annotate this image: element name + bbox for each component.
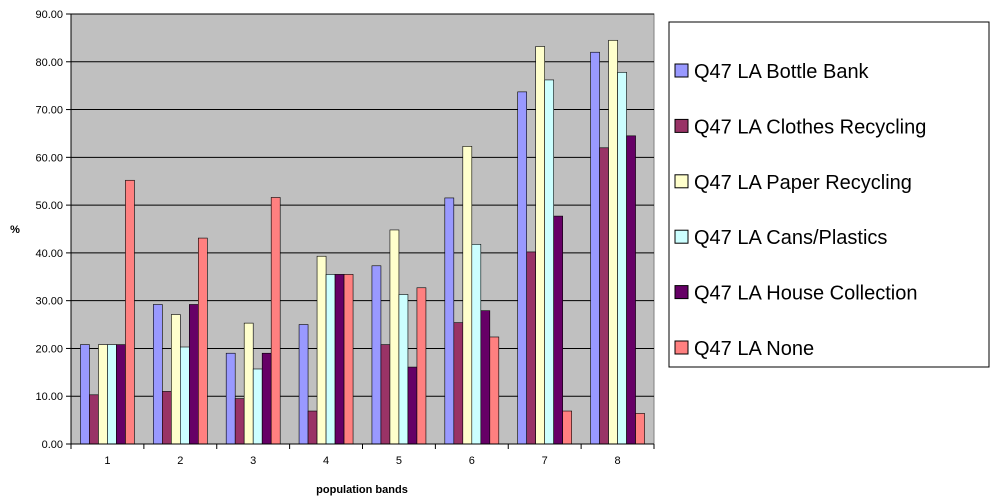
legend-label: Q47 LA Paper Recycling — [694, 172, 912, 194]
y-tick-label: 30.00 — [35, 296, 63, 308]
bar — [98, 344, 108, 445]
legend-box — [668, 21, 990, 368]
bar — [234, 398, 245, 445]
legend-swatch — [674, 340, 689, 355]
legend-swatch — [674, 63, 689, 78]
y-tick-label: 50.00 — [35, 200, 63, 212]
x-tick-label: 8 — [615, 455, 621, 467]
bar — [380, 344, 391, 445]
bar — [398, 294, 409, 445]
bar — [171, 314, 181, 445]
bar — [180, 346, 190, 445]
legend-swatch — [674, 229, 689, 244]
bar — [189, 304, 199, 445]
bar — [107, 344, 117, 445]
bar — [535, 46, 545, 445]
bar — [153, 304, 163, 445]
bar — [116, 344, 126, 445]
x-tick-label: 7 — [542, 455, 548, 467]
bar — [407, 366, 418, 445]
bar — [453, 322, 464, 445]
bar — [590, 51, 600, 445]
legend: Q47 LA Bottle Bank Q47 LA Clothes Recycli… — [668, 21, 990, 368]
bars — [80, 39, 645, 445]
y-axis-title: % — [10, 224, 20, 236]
bar — [389, 229, 400, 445]
x-tick-label: 5 — [396, 455, 402, 467]
bar — [298, 324, 309, 445]
x-tick-labels: 1 2 3 4 5 6 7 8 — [104, 455, 620, 467]
bar — [252, 368, 263, 445]
x-tick-label: 6 — [469, 455, 475, 467]
bar — [553, 215, 563, 445]
y-tick-label: 60.00 — [35, 152, 63, 164]
y-tick-label: 80.00 — [35, 57, 63, 69]
bar — [471, 243, 482, 445]
y-tick-label: 20.00 — [35, 343, 63, 355]
bar — [162, 391, 172, 445]
legend-swatch — [674, 118, 689, 133]
bar — [80, 344, 90, 445]
legend-label: Q47 LA House Collection — [694, 283, 917, 305]
bar — [371, 265, 382, 445]
bar — [125, 179, 135, 445]
bar — [261, 352, 272, 445]
legend-label: Q47 LA Cans/Plastics — [694, 227, 887, 249]
y-tick-label: 0.00 — [42, 439, 63, 451]
bar — [544, 79, 554, 445]
bar — [270, 197, 281, 445]
bar — [599, 147, 609, 445]
bar — [89, 394, 99, 445]
legend-swatch — [674, 285, 689, 300]
x-tick-label: 1 — [104, 455, 110, 467]
bar — [316, 255, 327, 445]
bar — [526, 251, 536, 445]
bar — [480, 310, 491, 445]
y-tick-labels: 0.00 10.00 20.00 30.00 40.00 50.00 60.00 70.00 8… — [35, 9, 63, 451]
bar — [416, 287, 427, 445]
bar — [444, 197, 455, 445]
bar — [489, 336, 500, 445]
bar — [462, 146, 473, 445]
x-tick-label: 3 — [250, 455, 256, 467]
bar — [635, 413, 645, 445]
bar — [562, 410, 572, 445]
x-tick-label: 4 — [323, 455, 329, 467]
x-axis-title: population bands — [316, 484, 408, 496]
y-tick-label: 10.00 — [35, 391, 63, 403]
bar — [608, 39, 618, 445]
x-tick-label: 2 — [177, 455, 183, 467]
y-tick-label: 70.00 — [35, 105, 63, 117]
bar — [198, 237, 208, 445]
bar — [617, 71, 627, 445]
bar — [334, 274, 345, 445]
bar — [243, 322, 254, 445]
legend-label: Q47 LA Clothes Recycling — [694, 116, 926, 138]
bar — [626, 135, 636, 445]
y-tick-label: 90.00 — [35, 9, 63, 21]
axes — [66, 13, 655, 449]
y-tick-label: 40.00 — [35, 248, 63, 260]
bar — [225, 352, 236, 445]
legend-label: Q47 LA Bottle Bank — [694, 61, 870, 83]
legend-swatch — [674, 174, 689, 189]
bar — [307, 410, 318, 445]
bar — [325, 274, 336, 445]
bar — [517, 91, 527, 445]
legend-label: Q47 LA None — [694, 338, 814, 360]
bar — [343, 274, 354, 445]
